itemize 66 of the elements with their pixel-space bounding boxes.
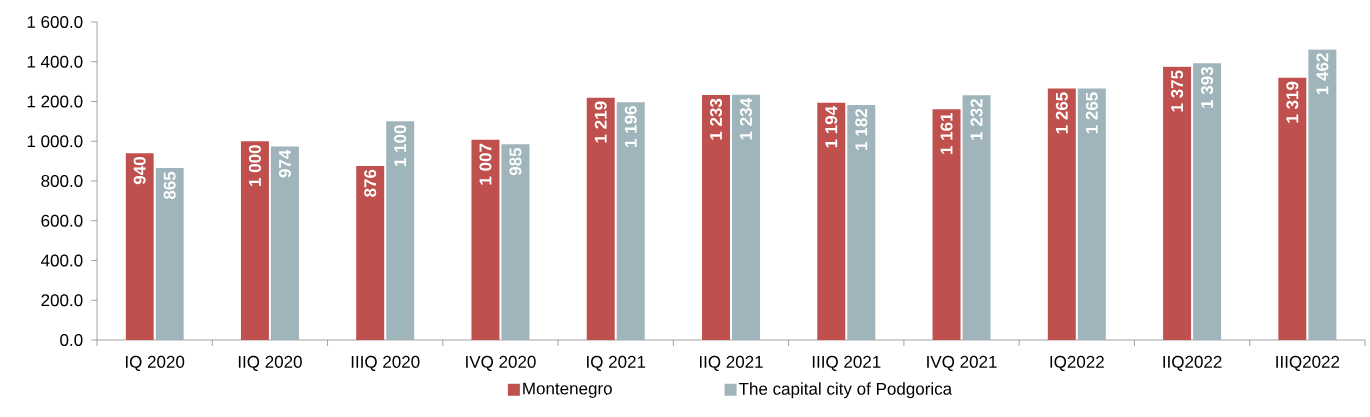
bar: [1193, 63, 1222, 340]
bar: [1077, 88, 1106, 340]
x-tick-label: IIIQ 2020: [351, 355, 420, 371]
data-label: 1 000: [248, 145, 261, 186]
data-label: 1 100: [394, 125, 407, 167]
x-tick-label: IIQ 2020: [238, 355, 302, 371]
data-label: 876: [364, 169, 377, 197]
data-label: 865: [163, 171, 176, 200]
bar: [817, 102, 846, 340]
data-label: 1 007: [479, 143, 492, 185]
x-tick-label: IIIQ 2021: [812, 355, 881, 371]
y-tick-label: 1 000.0: [27, 135, 83, 148]
bar: [155, 168, 184, 340]
x-tick-label: IQ2022: [1050, 355, 1104, 371]
data-label: 1 319: [1286, 81, 1299, 123]
legend-label: The capital city of Podgorica: [738, 382, 953, 399]
data-label: 1 265: [1085, 92, 1098, 134]
data-label: 1 393: [1201, 66, 1214, 108]
bar: [932, 109, 961, 340]
data-label: 1 196: [624, 106, 637, 147]
data-label: 1 219: [594, 101, 607, 143]
data-label: 1 234: [739, 98, 753, 140]
y-tick-label: 1 600.0: [27, 15, 83, 29]
bar: [270, 146, 299, 340]
bar: [240, 141, 269, 340]
x-tick-label: IIQ2022: [1163, 355, 1222, 371]
x-tick-label: IIIQ2022: [1276, 355, 1340, 371]
y-tick-label: 1 400.0: [27, 55, 83, 68]
legend-label: Montenegro: [523, 382, 612, 398]
data-label: 985: [509, 147, 522, 176]
bar: [1047, 88, 1076, 340]
data-label: 1 233: [709, 98, 723, 140]
bar: [732, 94, 761, 340]
bar: [501, 144, 530, 340]
bar: [1278, 77, 1307, 340]
bar: [847, 105, 876, 340]
bar: [616, 102, 645, 340]
y-tick-label: 0.0: [60, 333, 83, 347]
bar: [702, 94, 731, 340]
y-tick-label: 200.0: [41, 294, 83, 307]
data-label: 1 161: [940, 112, 953, 154]
data-label: 940: [133, 157, 146, 185]
bar: [586, 97, 615, 340]
data-label: 1 265: [1055, 92, 1068, 134]
x-tick-label: IVQ 2021: [927, 355, 997, 371]
bar: [1308, 49, 1337, 340]
x-tick-label: IQ 2021: [587, 355, 646, 371]
bar: [356, 165, 385, 340]
data-label: 1 232: [970, 99, 983, 140]
y-tick-label: 1 200.0: [27, 95, 83, 108]
data-label: 974: [278, 149, 291, 178]
bar: [125, 153, 154, 340]
bar: [1163, 66, 1192, 340]
y-tick-label: 600.0: [41, 214, 83, 227]
x-tick-label: IQ 2020: [125, 355, 185, 371]
data-label: 1 182: [855, 108, 868, 150]
data-label: 1 194: [825, 106, 838, 148]
data-label: 1 375: [1171, 70, 1184, 112]
x-tick-label: IIQ 2021: [699, 355, 763, 371]
x-tick-label: IVQ 2020: [466, 355, 536, 371]
bar: [962, 95, 991, 340]
bar: [471, 139, 500, 340]
y-tick-label: 800.0: [41, 174, 83, 188]
bar: [386, 121, 415, 340]
y-tick-label: 400.0: [41, 254, 83, 267]
data-label: 1 462: [1316, 53, 1329, 95]
